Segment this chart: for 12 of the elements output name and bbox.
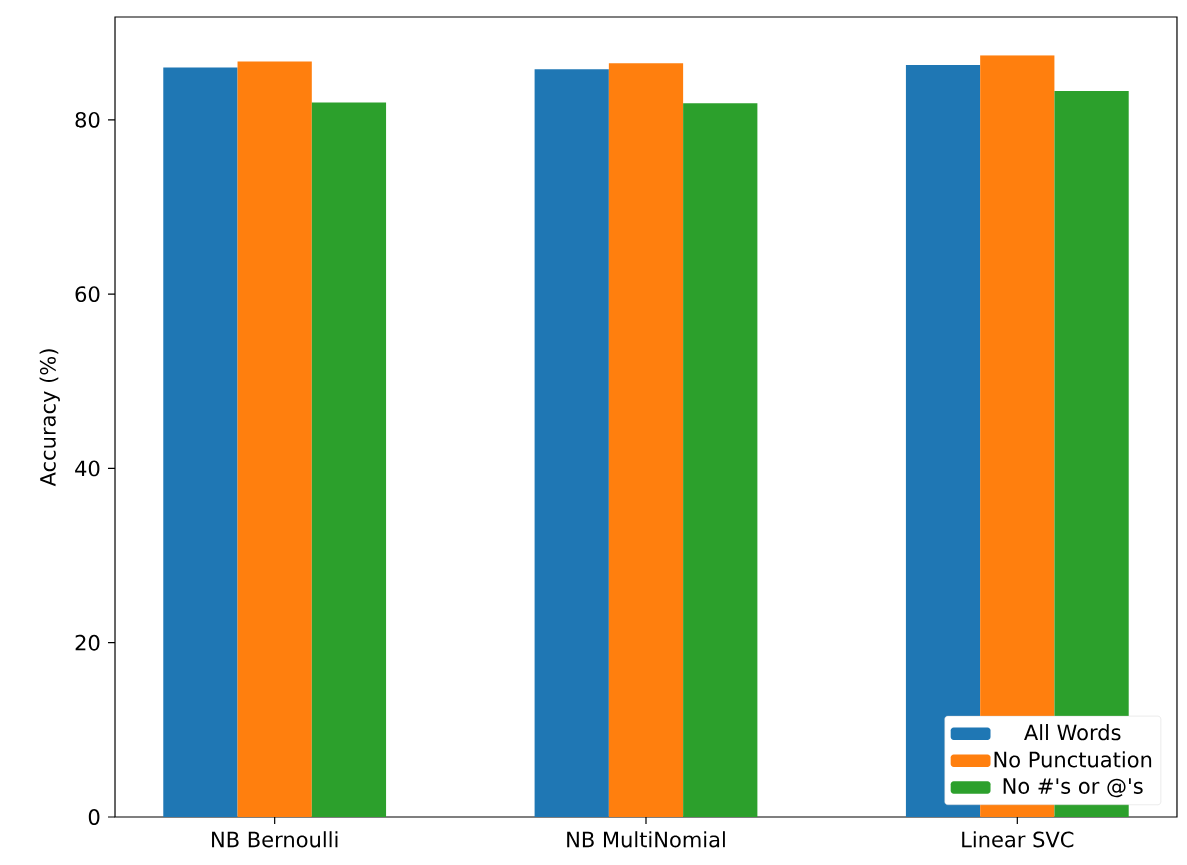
y-tick-label: 60 [75, 286, 100, 303]
legend-label: No Punctuation [994, 751, 1152, 768]
y-tick-label: 0 [88, 809, 100, 825]
legend-label: No #'s or @'s [1003, 778, 1143, 798]
legend-label: All Words [1024, 724, 1121, 741]
x-tick-label: Linear SVC [962, 831, 1074, 848]
x-tick-label: NB Bernoulli [212, 831, 338, 848]
x-tick-label: NB MultiNomial [567, 831, 725, 848]
y-tick-label: 80 [75, 111, 100, 128]
y-axis-title: Accuracy (%) [39, 349, 60, 487]
y-tick-label: 20 [75, 634, 100, 651]
y-tick-label: 40 [75, 460, 100, 477]
